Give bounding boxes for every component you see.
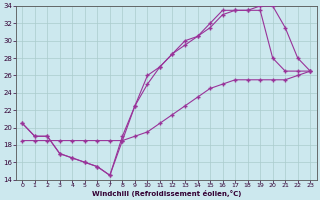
X-axis label: Windchill (Refroidissement éolien,°C): Windchill (Refroidissement éolien,°C)	[92, 190, 241, 197]
